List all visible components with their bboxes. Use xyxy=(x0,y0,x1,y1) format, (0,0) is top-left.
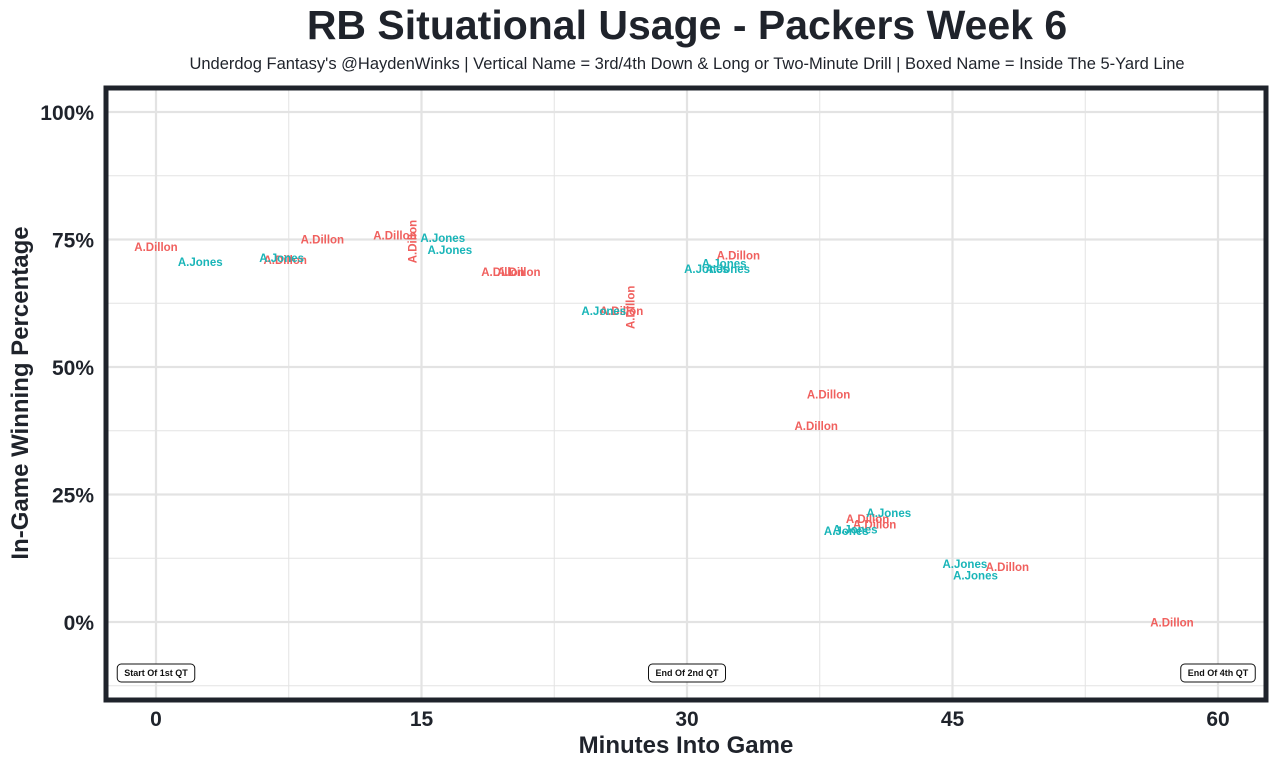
point-label-a-dillon: A.Dillon xyxy=(373,230,416,242)
point-label-a-dillon: A.Dillon xyxy=(481,267,524,279)
y-tick-label: 100% xyxy=(40,102,94,125)
quarter-annotation-text: End Of 2nd QT xyxy=(656,668,719,678)
point-label-a-jones: A.Jones xyxy=(702,258,747,270)
point-label-a-jones: A.Jones xyxy=(427,245,472,257)
quarter-annotation: End Of 2nd QT xyxy=(648,663,726,683)
point-label-a-dillon: A.Dillon xyxy=(846,514,889,526)
point-label-a-jones: A.Jones xyxy=(259,253,304,265)
ticks-layer: 0 15 30 45 60 0% 25% 50% 75% 100% xyxy=(40,102,1229,731)
y-axis-title: In-Game Winning Percentage xyxy=(7,226,34,559)
point-label-a-jones: A.Jones xyxy=(943,559,988,571)
point-label-a-dillon: A.Dillon xyxy=(408,220,420,263)
quarter-annotation-text: End Of 4th QT xyxy=(1188,668,1249,678)
y-tick-label: 50% xyxy=(52,357,94,380)
panel-frame xyxy=(103,85,1269,703)
point-label-a-dillon: A.Dillon xyxy=(263,255,306,267)
point-label-a-dillon: A.Dillon xyxy=(497,267,540,279)
point-label-a-jones: A.Jones xyxy=(824,526,869,538)
point-label-a-dillon: A.Dillon xyxy=(717,250,760,262)
x-tick-label: 30 xyxy=(675,708,698,731)
point-label-a-jones: A.Jones xyxy=(866,508,911,520)
x-tick-label: 0 xyxy=(150,708,162,731)
quarter-annotation-box xyxy=(116,663,196,683)
point-label-a-dillon: A.Dillon xyxy=(600,306,643,318)
point-label-a-dillon: A.Dillon xyxy=(301,235,344,247)
point-label-a-jones: A.Jones xyxy=(178,257,223,269)
x-tick-label: 15 xyxy=(410,708,434,731)
x-axis-title: Minutes Into Game xyxy=(579,732,794,759)
point-label-a-jones: A.Jones xyxy=(833,525,878,537)
y-tick-label: 25% xyxy=(52,485,94,508)
x-tick-label: 45 xyxy=(941,708,965,731)
quarter-annotation-text: Start Of 1st QT xyxy=(124,668,188,678)
quarter-annotation: Start Of 1st QT xyxy=(116,663,196,683)
grid-layer xyxy=(106,88,1266,700)
point-label-a-dillon: A.Dillon xyxy=(853,520,896,532)
point-label-a-jones: A.Jones xyxy=(684,264,729,276)
chart-subtitle: Underdog Fantasy's @HaydenWinks | Vertic… xyxy=(189,55,1185,73)
point-label-a-dillon: A.Dillon xyxy=(807,390,850,402)
point-label-a-jones: A.Jones xyxy=(420,233,465,245)
x-tick-label: 60 xyxy=(1206,708,1229,731)
quarter-annotation: End Of 4th QT xyxy=(1180,663,1256,683)
quarter-annotation-box xyxy=(648,663,726,683)
quarter-annotation-box xyxy=(1180,663,1256,683)
point-label-a-jones: A.Jones xyxy=(581,306,626,318)
annotation-layer: Start Of 1st QT End Of 2nd QT End Of 4th Q… xyxy=(116,663,1256,683)
point-label-a-dillon: A.Dillon xyxy=(134,242,177,254)
chart-title: RB Situational Usage - Packers Week 6 xyxy=(306,2,1068,48)
point-label-a-jones: A.Jones xyxy=(705,264,750,276)
y-tick-label: 75% xyxy=(52,230,94,253)
point-label-a-dillon: A.Dillon xyxy=(794,421,837,433)
point-label-a-dillon: A.Dillon xyxy=(1150,618,1193,630)
y-tick-label: 0% xyxy=(64,612,95,635)
point-label-a-dillon: A.Dillon xyxy=(625,286,637,329)
point-label-a-dillon: A.Dillon xyxy=(986,562,1029,574)
point-label-a-jones: A.Jones xyxy=(953,571,998,583)
